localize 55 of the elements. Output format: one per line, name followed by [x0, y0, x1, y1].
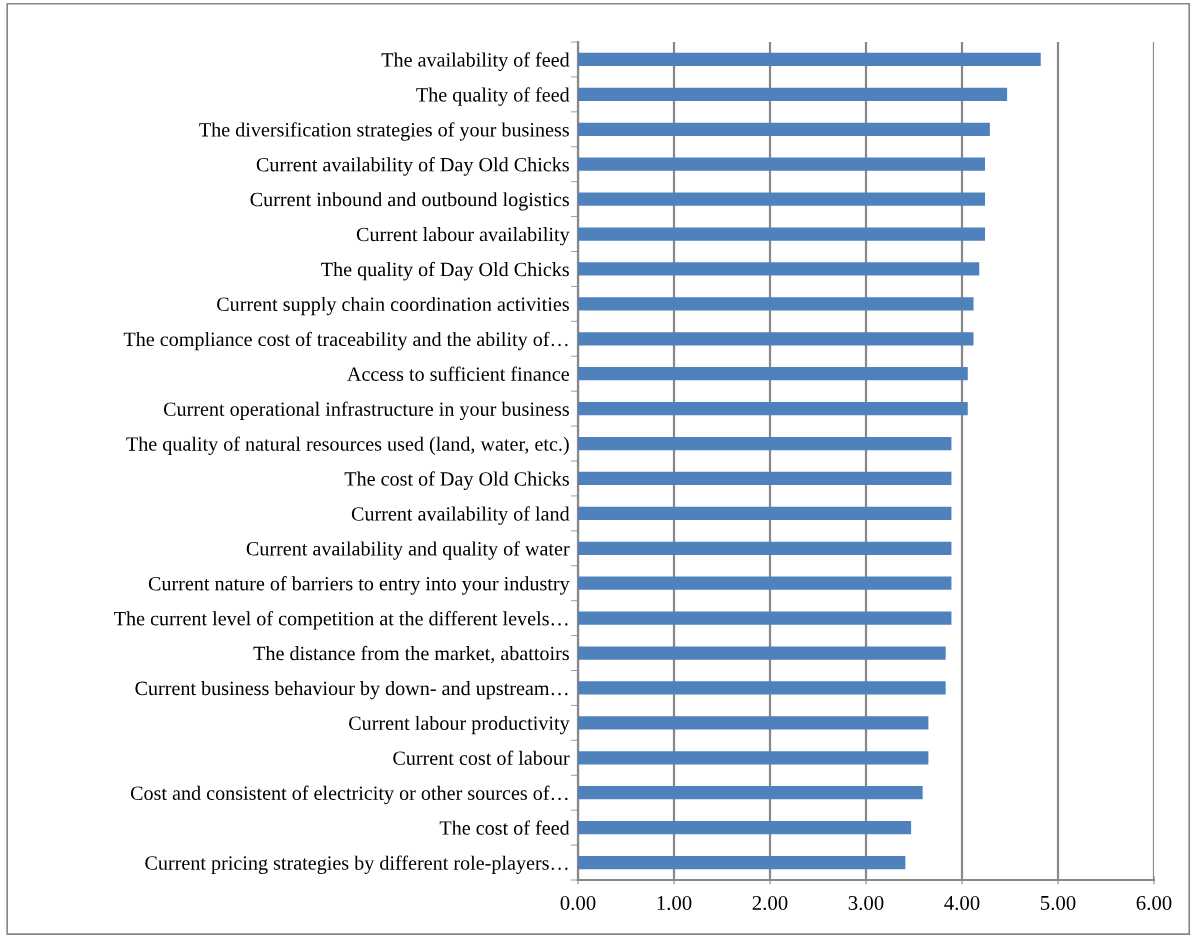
y-tick-label: Current operational infrastructure in your business: [163, 401, 569, 421]
bar: [578, 436, 952, 451]
bar: [578, 227, 986, 241]
bar: [578, 611, 952, 625]
y-tick-label: Current cost of labour: [393, 750, 570, 765]
y-tick-label: Current supply chain coordination activities: [217, 296, 569, 316]
bar: [578, 681, 946, 695]
y-tick-label: Current nature of barriers to entry into your industry: [148, 576, 570, 595]
y-tick-label: Current pricing strategies by different role-players…: [145, 855, 568, 874]
bar: [578, 506, 952, 521]
y-tick-label: The quality of natural resources used (land, water, etc.): [126, 436, 569, 455]
bar: [578, 855, 906, 870]
x-tick-label: 2.00: [752, 895, 788, 911]
y-tick-label: Current labour productivity: [349, 715, 570, 735]
y-tick-label: The current level of competition at the different levels…: [114, 611, 568, 630]
y-tick-label: Current availability and quality of water: [246, 541, 570, 560]
y-tick-label: Access to sufficient finance: [347, 366, 569, 381]
y-tick-label: Current availability of land: [351, 506, 570, 525]
bar: [578, 52, 1041, 67]
bar: [578, 401, 968, 416]
bar: [578, 820, 912, 835]
bar: [578, 716, 929, 730]
bar: [578, 297, 974, 311]
y-tick-label: The quality of Day Old Chicks: [321, 261, 569, 281]
y-tick-label: Current business behaviour by down- and upstream…: [135, 680, 568, 700]
bar: [578, 786, 923, 800]
bar: [578, 471, 952, 486]
y-tick-label: Current labour availability: [356, 227, 570, 246]
y-tick-label: The compliance cost of traceability and the ability of…: [123, 331, 568, 351]
x-tick-label: 3.00: [848, 895, 884, 911]
y-tick-label: Cost and consistent of electricity or other sources of…: [130, 785, 568, 805]
y-tick-label: The distance from the market, abattoirs: [253, 645, 569, 664]
x-tick-label: 4.00: [944, 895, 980, 911]
y-tick-label: The cost of Day Old Chicks: [344, 471, 569, 490]
x-tick-label: 6.00: [1136, 895, 1172, 911]
y-tick-label: The quality of feed: [416, 87, 570, 106]
bar: [578, 87, 1008, 102]
x-tick-label: 0.00: [560, 895, 596, 911]
bar: [578, 367, 968, 381]
bar: [578, 332, 974, 346]
y-tick-label: Current inbound and outbound logistics: [250, 192, 569, 211]
y-tick-label: The diversification strategies of your business: [199, 122, 569, 141]
bar: [578, 192, 986, 206]
bar: [578, 646, 946, 660]
bar: [578, 157, 986, 171]
x-tick-label: 1.00: [657, 895, 692, 911]
y-tick-label: The cost of feed: [439, 820, 570, 835]
x-tick-label: 5.00: [1040, 895, 1076, 911]
bar: [578, 751, 929, 765]
bar: [578, 122, 990, 136]
y-tick-label: The availability of feed: [381, 52, 570, 71]
y-tick-label: Current availability of Day Old Chicks: [256, 157, 569, 176]
bar: [578, 541, 952, 555]
bar: [578, 576, 952, 590]
bar: [578, 262, 980, 276]
